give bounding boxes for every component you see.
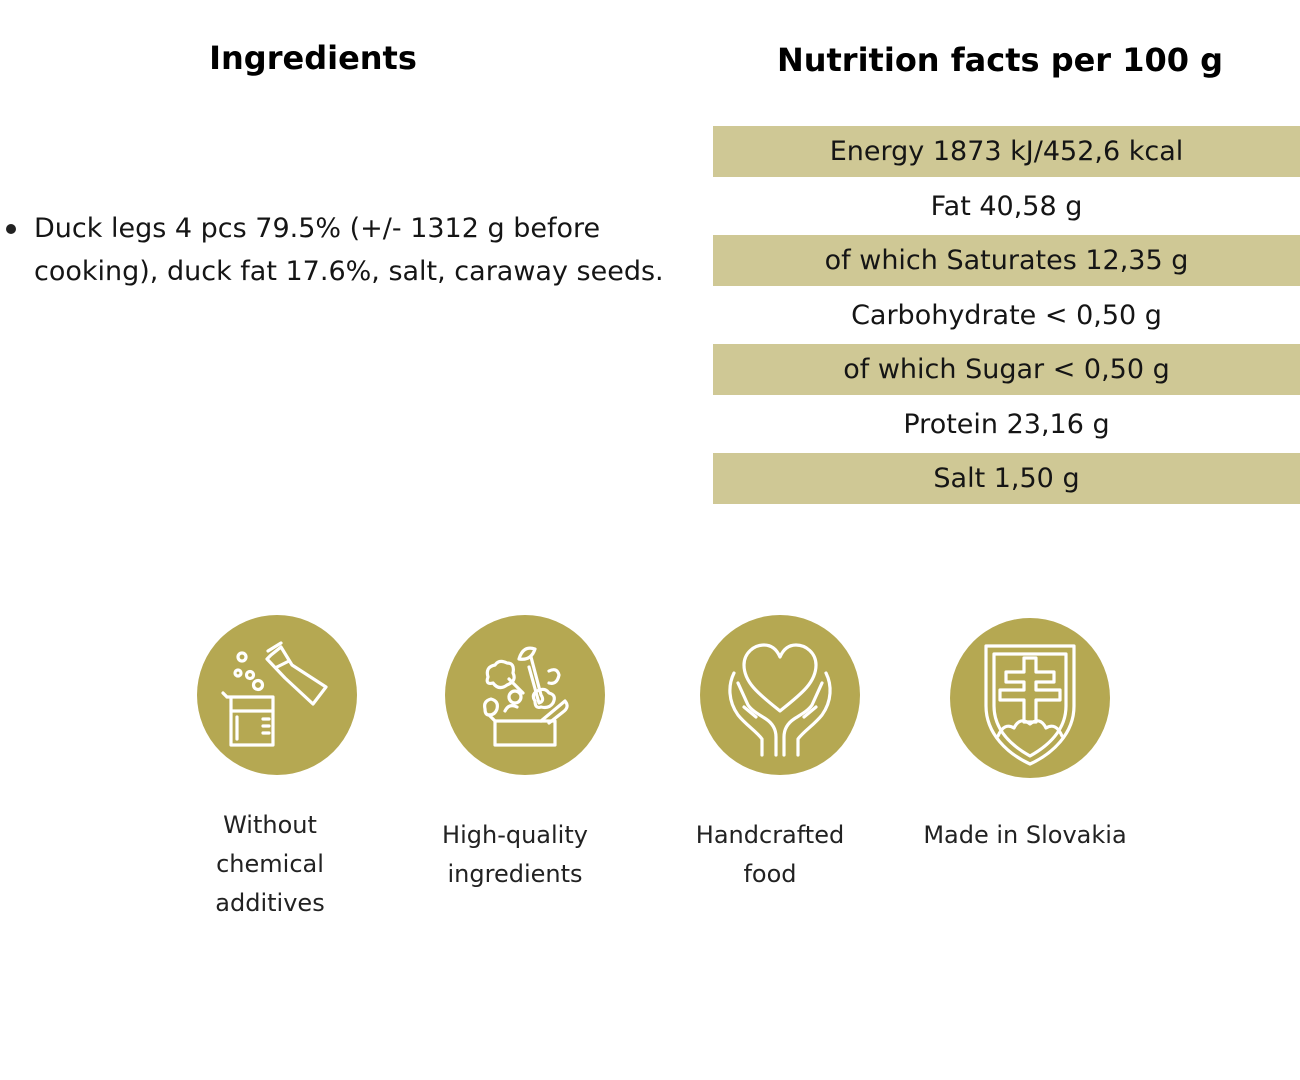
nutrition-row-saturates: of which Saturates 12,35 g xyxy=(713,235,1300,286)
badge-label-no-additives: Without chemical additives xyxy=(215,811,325,917)
ingredients-title: Ingredients xyxy=(209,39,417,77)
ingredient-text: Duck legs 4 pcs 79.5% (+/- 1312 g before… xyxy=(34,213,664,287)
nutrition-row-fat: Fat 40,58 g xyxy=(930,190,1083,222)
vegetables-box-icon xyxy=(445,615,605,775)
nutrition-table: Energy 1873 kJ/452,6 kcal Fat 40,58 g of… xyxy=(713,126,1300,504)
bullet-icon xyxy=(6,224,16,234)
badge-label-quality-ingredients: High-quality ingredients xyxy=(442,821,588,888)
badge-label-made-in-slovakia: Made in Slovakia xyxy=(923,821,1127,849)
chemistry-flask-icon xyxy=(197,615,357,775)
nutrition-row-salt: Salt 1,50 g xyxy=(713,453,1300,504)
nutrition-row-sugar: of which Sugar < 0,50 g xyxy=(713,344,1300,395)
nutrition-title: Nutrition facts per 100 g xyxy=(776,41,1224,79)
hands-heart-icon xyxy=(700,615,860,775)
nutrition-row-energy: Energy 1873 kJ/452,6 kcal xyxy=(713,126,1300,177)
ingredient-item: Duck legs 4 pcs 79.5% (+/- 1312 g before… xyxy=(6,207,674,293)
nutrition-row-carbohydrate: Carbohydrate < 0,50 g xyxy=(851,299,1162,331)
slovak-coat-of-arms-icon xyxy=(950,618,1110,778)
badge-label-handcrafted: Handcrafted food xyxy=(695,821,845,888)
ingredients-list: Duck legs 4 pcs 79.5% (+/- 1312 g before… xyxy=(6,207,674,293)
nutrition-row-protein: Protein 23,16 g xyxy=(903,408,1110,440)
